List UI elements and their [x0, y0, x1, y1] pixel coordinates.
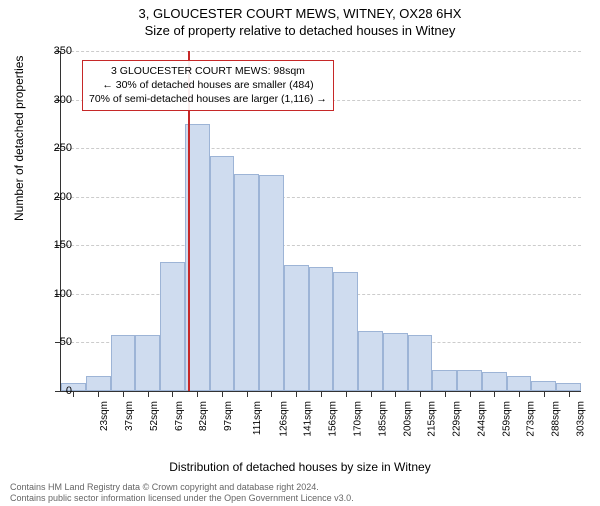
x-tick-label: 141sqm	[303, 401, 314, 437]
x-tick-label: 156sqm	[328, 401, 339, 437]
x-tick	[420, 391, 421, 397]
y-tick-label: 200	[54, 191, 72, 203]
x-tick-label: 97sqm	[223, 401, 234, 431]
page-title: 3, GLOUCESTER COURT MEWS, WITNEY, OX28 6…	[0, 6, 600, 21]
x-tick	[371, 391, 372, 397]
x-tick-label: 244sqm	[476, 401, 487, 437]
y-axis-label: Number of detached properties	[12, 56, 26, 221]
x-tick-label: 170sqm	[353, 401, 364, 437]
histogram-bar	[333, 272, 358, 391]
footer-line: Contains HM Land Registry data © Crown c…	[10, 482, 354, 493]
histogram-bar	[432, 370, 457, 391]
histogram-bar	[86, 376, 111, 391]
histogram-bar	[383, 333, 408, 391]
histogram-bar	[259, 175, 284, 391]
x-tick-label: 200sqm	[402, 401, 413, 437]
annotation-callout: 3 GLOUCESTER COURT MEWS: 98sqm← 30% of d…	[82, 60, 334, 111]
histogram-bar	[210, 156, 235, 391]
annotation-line: 70% of semi-detached houses are larger (…	[89, 92, 327, 106]
x-tick-label: 126sqm	[278, 401, 289, 437]
x-tick-label: 37sqm	[124, 401, 135, 431]
x-tick	[172, 391, 173, 397]
gridline	[61, 148, 581, 149]
y-tick-label: 350	[54, 45, 72, 57]
x-tick-label: 111sqm	[252, 401, 263, 435]
histogram-bar	[457, 370, 482, 391]
histogram-bar	[531, 381, 556, 391]
footer-attribution: Contains HM Land Registry data © Crown c…	[10, 482, 354, 505]
x-tick-label: 303sqm	[575, 401, 586, 437]
histogram-bar	[408, 335, 433, 391]
x-tick	[247, 391, 248, 397]
x-tick	[470, 391, 471, 397]
x-tick	[395, 391, 396, 397]
x-tick-label: 288sqm	[551, 401, 562, 437]
x-tick	[271, 391, 272, 397]
x-tick	[148, 391, 149, 397]
x-tick	[346, 391, 347, 397]
y-tick-label: 50	[60, 336, 72, 348]
y-tick-label: 0	[66, 385, 72, 397]
x-tick	[519, 391, 520, 397]
x-tick-label: 273sqm	[526, 401, 537, 437]
gridline	[61, 245, 581, 246]
histogram-bar	[309, 267, 334, 391]
y-tick-label: 150	[54, 239, 72, 251]
x-tick-label: 23sqm	[99, 401, 110, 431]
x-tick	[544, 391, 545, 397]
annotation-line: ← 30% of detached houses are smaller (48…	[89, 78, 327, 92]
histogram-bar	[284, 265, 309, 391]
x-tick-label: 52sqm	[149, 401, 160, 431]
x-tick	[445, 391, 446, 397]
histogram-bar	[507, 376, 532, 391]
y-tick	[55, 391, 61, 392]
page-subtitle: Size of property relative to detached ho…	[0, 23, 600, 38]
x-axis-label: Distribution of detached houses by size …	[0, 460, 600, 474]
annotation-line: 3 GLOUCESTER COURT MEWS: 98sqm	[89, 64, 327, 78]
x-tick	[98, 391, 99, 397]
histogram-bar	[482, 372, 507, 391]
x-tick	[123, 391, 124, 397]
gridline	[61, 51, 581, 52]
gridline	[61, 197, 581, 198]
y-tick-label: 100	[54, 288, 72, 300]
histogram-bar	[61, 383, 86, 391]
x-tick	[73, 391, 74, 397]
x-tick-label: 215sqm	[427, 401, 438, 437]
histogram-bar	[234, 174, 259, 391]
y-tick-label: 250	[54, 142, 72, 154]
x-tick-label: 185sqm	[377, 401, 388, 437]
footer-line: Contains public sector information licen…	[10, 493, 354, 504]
x-tick	[321, 391, 322, 397]
x-tick	[569, 391, 570, 397]
x-tick-label: 67sqm	[174, 401, 185, 431]
x-tick-label: 259sqm	[501, 401, 512, 437]
x-tick-label: 229sqm	[452, 401, 463, 437]
histogram-bar	[556, 383, 581, 391]
histogram-bar	[358, 331, 383, 391]
x-tick	[494, 391, 495, 397]
x-tick	[296, 391, 297, 397]
histogram-bar	[135, 335, 160, 391]
x-tick-label: 82sqm	[198, 401, 209, 431]
histogram-bar	[160, 262, 185, 391]
x-tick	[222, 391, 223, 397]
y-tick-label: 300	[54, 94, 72, 106]
histogram-bar	[111, 335, 136, 391]
x-tick	[197, 391, 198, 397]
